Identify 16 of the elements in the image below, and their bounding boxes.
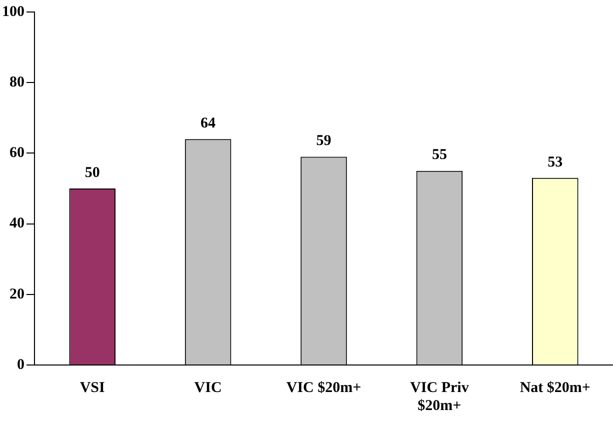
y-tick-label: 80 (10, 74, 24, 90)
data-label: 64 (200, 115, 216, 132)
y-tick-label: 40 (10, 216, 24, 232)
data-label: 59 (316, 133, 332, 150)
y-tick-label: 20 (10, 286, 24, 302)
x-tick-label: VIC (194, 380, 222, 396)
y-tick-label: 100 (2, 4, 24, 20)
data-label: 53 (548, 154, 563, 170)
x-tick-label: VIC $20m+ (286, 380, 362, 396)
y-tick-label: 60 (10, 145, 24, 162)
x-tick-label: Nat $20m+ (520, 380, 590, 396)
data-label: 50 (84, 164, 100, 181)
x-tick-label: VIC Priv $20m+ (410, 380, 470, 414)
x-tick-label: VSI (80, 380, 106, 396)
data-label: 55 (432, 147, 447, 164)
y-tick-label: 0 (17, 356, 24, 373)
